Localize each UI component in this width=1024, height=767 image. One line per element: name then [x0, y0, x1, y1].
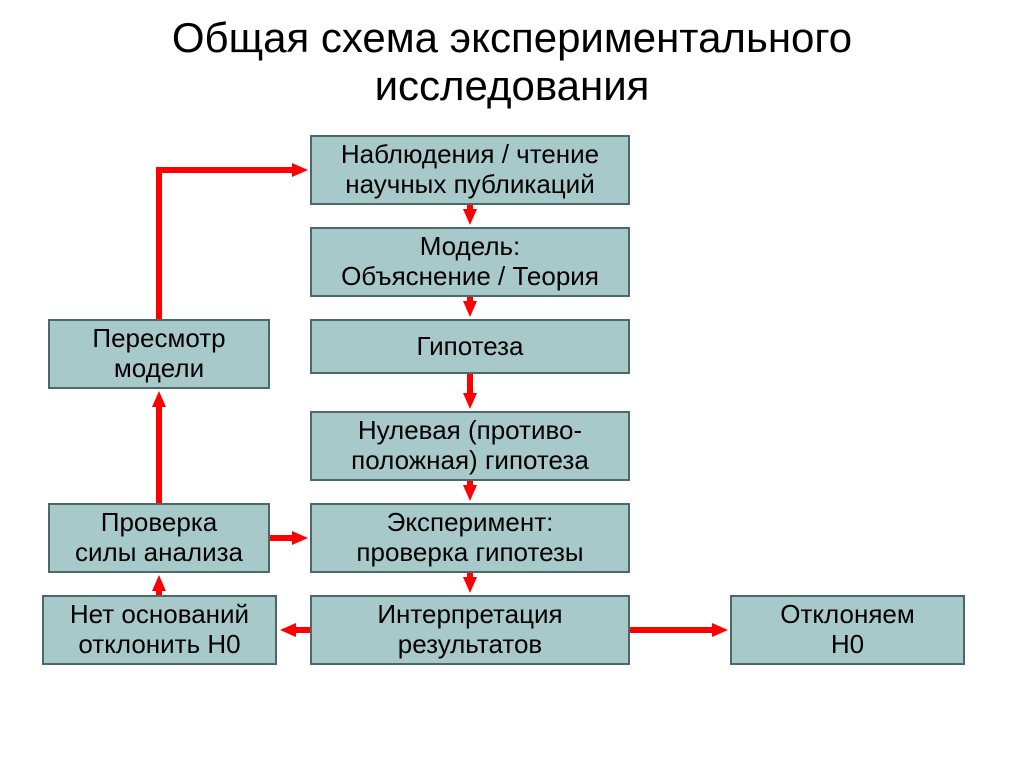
page-title: Общая схема экспериментального исследова…: [0, 14, 1024, 111]
node-label: Нулевая (противо- положная) гипотеза: [351, 416, 589, 476]
node-null: Нулевая (противо- положная) гипотеза: [310, 411, 630, 481]
node-reject: Отклоняем H0: [730, 595, 965, 665]
node-label: Нет оснований отклонить H0: [70, 600, 249, 660]
title-line2: исследования: [375, 62, 650, 109]
node-label: Наблюдения / чтение научных публикаций: [341, 140, 599, 200]
node-interpret: Интерпретация результатов: [310, 595, 630, 665]
node-experiment: Эксперимент: проверка гипотезы: [310, 503, 630, 573]
node-label: Интерпретация результатов: [377, 600, 562, 660]
node-label: Эксперимент: проверка гипотезы: [356, 508, 583, 568]
node-hypothesis: Гипотеза: [310, 319, 630, 374]
node-observations: Наблюдения / чтение научных публикаций: [310, 135, 630, 205]
title-line1: Общая схема экспериментального: [172, 14, 852, 61]
node-model: Модель: Объяснение / Теория: [310, 227, 630, 297]
node-label: Модель: Объяснение / Теория: [341, 232, 599, 292]
node-label: Проверка силы анализа: [75, 508, 243, 568]
node-nobasis: Нет оснований отклонить H0: [42, 595, 277, 665]
node-label: Гипотеза: [417, 332, 524, 362]
node-power: Проверка силы анализа: [48, 503, 270, 573]
node-revision: Пересмотр модели: [48, 319, 270, 389]
node-label: Пересмотр модели: [92, 324, 225, 384]
node-label: Отклоняем H0: [780, 600, 915, 660]
